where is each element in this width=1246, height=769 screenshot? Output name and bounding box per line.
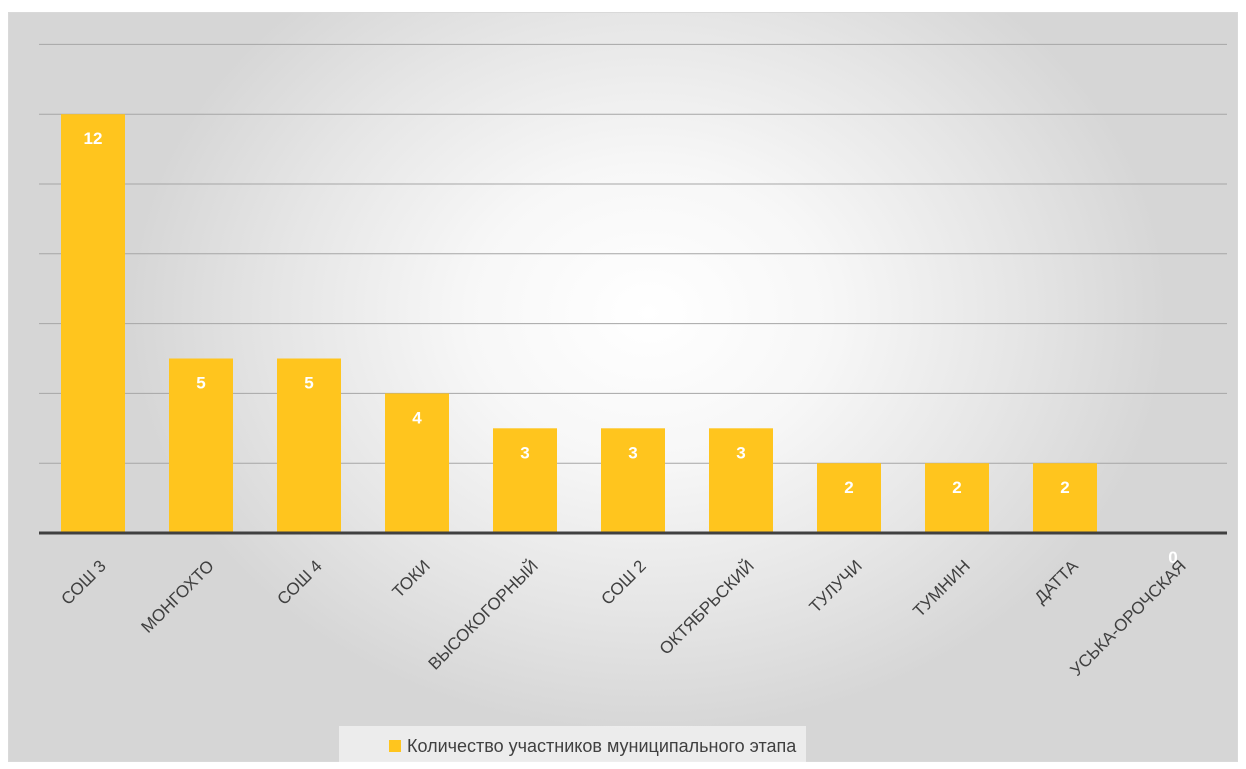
data-label: 0 bbox=[1168, 548, 1177, 567]
bar bbox=[925, 463, 989, 533]
data-label: 4 bbox=[412, 408, 422, 427]
bar bbox=[385, 393, 449, 533]
data-label: 2 bbox=[1060, 478, 1069, 497]
data-label: 5 bbox=[196, 374, 205, 393]
bar bbox=[817, 463, 881, 533]
data-label: 3 bbox=[628, 443, 637, 462]
category-label: ДАТТА bbox=[1031, 556, 1082, 607]
data-label: 2 bbox=[952, 478, 961, 497]
data-label: 3 bbox=[520, 443, 529, 462]
chart-area: 12 5 5 4 3 3 3 2 2 2 0 СОШ 3 МОНГОХТО СОШ 4 ТОКИ ВЫСОК… bbox=[8, 12, 1238, 766]
category-label: УСЬКА-ОРОЧСКАЯ bbox=[1067, 556, 1190, 679]
bar bbox=[277, 358, 341, 533]
category-label: СОШ 4 bbox=[274, 556, 326, 608]
legend: Количество участников муниципального эта… bbox=[339, 726, 807, 766]
data-label: 3 bbox=[736, 443, 745, 462]
bars bbox=[61, 114, 1097, 533]
category-label: ТОКИ bbox=[389, 556, 434, 601]
category-label: СОШ 2 bbox=[598, 556, 650, 608]
category-label: СОШ 3 bbox=[58, 556, 110, 608]
bar bbox=[709, 428, 773, 533]
data-label: 5 bbox=[304, 374, 313, 393]
category-label: ВЫСОКОГОРНЫЙ bbox=[425, 556, 542, 673]
bar bbox=[169, 358, 233, 533]
legend-label: Количество участников муниципального эта… bbox=[407, 735, 797, 756]
category-label: ТУЛУЧИ bbox=[806, 556, 866, 616]
bar bbox=[601, 428, 665, 533]
bar bbox=[61, 114, 125, 533]
data-label: 2 bbox=[844, 478, 853, 497]
data-labels: 12 5 5 4 3 3 3 2 2 2 0 bbox=[84, 129, 1178, 567]
legend-swatch bbox=[389, 740, 401, 752]
gridlines bbox=[39, 43, 1227, 464]
category-label: МОНГОХТО bbox=[138, 556, 218, 636]
category-label: ОКТЯБРЬСКИЙ bbox=[656, 556, 758, 658]
data-label: 12 bbox=[84, 129, 103, 148]
bar bbox=[1033, 463, 1097, 533]
bar bbox=[493, 428, 557, 533]
bar-chart: 12 5 5 4 3 3 3 2 2 2 0 СОШ 3 МОНГОХТО СОШ 4 ТОКИВЫСОК… bbox=[39, 43, 1227, 680]
category-label: ТУМНИН bbox=[909, 556, 973, 620]
